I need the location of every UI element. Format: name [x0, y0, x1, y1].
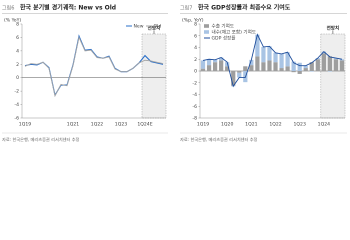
x-tick-label: 1Q21: [245, 122, 257, 128]
line: [24, 35, 164, 98]
bar: [309, 71, 314, 72]
x-tick-label: 1Q21: [67, 122, 79, 128]
y-tick-label: 6: [194, 33, 197, 39]
bar: [267, 60, 272, 71]
bar: [255, 34, 260, 57]
y-axis-label: (%p, YoY): [182, 18, 204, 24]
bar: [339, 59, 345, 61]
bar: [339, 60, 345, 71]
annotation: 전망치: [327, 25, 340, 32]
bar: [315, 58, 320, 60]
bar: [255, 56, 260, 71]
bar: [327, 71, 333, 72]
figure: 그림6 한국 분기별 경기궤적: New vs Old (% YoY) 전망치 -6 -4…: [2, 4, 347, 143]
chart-title: 한국 GDP성장률과 최종수요 기여도: [198, 4, 291, 12]
y-tick-label: 0: [16, 75, 19, 81]
legend-label: New: [134, 24, 144, 30]
x-tick-label: 1Q23: [115, 122, 127, 128]
bar: [279, 53, 284, 69]
forecast-area: [320, 33, 346, 119]
bar: [297, 62, 302, 71]
source: 자료: 한국은행, 메리츠증권 리서치센터 추정: [2, 136, 80, 143]
bar: [219, 57, 224, 61]
bar: [273, 62, 278, 71]
bar: [327, 56, 333, 71]
line: [202, 33, 343, 88]
bar: [285, 66, 290, 71]
y-tick-label: 8: [194, 22, 197, 28]
y-tick-label: -4: [192, 92, 197, 98]
y-tick-label: 6: [16, 35, 19, 41]
bar: [206, 59, 212, 66]
x-tick-label: 1Q22: [269, 122, 281, 128]
bar: [200, 60, 206, 69]
x-tick-label: 1Q22: [91, 122, 103, 128]
page: 그림6 한국 분기별 경기궤적: New vs Old (% YoY) 전망치 -6 -4…: [2, 3, 347, 143]
bar: [237, 72, 242, 78]
y-tick-label: -6: [192, 104, 197, 110]
bar: [219, 60, 224, 71]
legend-swatch: [204, 30, 209, 34]
bar: [243, 66, 248, 71]
source: 자료: 한국은행, 메리츠증권 리서치센터 추정: [180, 136, 258, 143]
y-tick-label: -4: [14, 102, 19, 108]
bar: [200, 68, 206, 71]
bar: [267, 46, 272, 61]
legend-label: 내수(재고 포함) 기여도: [212, 29, 257, 36]
bar: [261, 46, 266, 63]
y-tick-label: -2: [192, 80, 197, 86]
bar: [291, 61, 296, 71]
y-tick-label: 4: [16, 48, 19, 54]
y-tick-label: 4: [194, 45, 197, 51]
y-tick-label: 8: [16, 22, 19, 28]
y-tick-label: 2: [16, 62, 19, 68]
bar: [291, 71, 296, 73]
bar: [231, 71, 236, 86]
bar: [249, 65, 254, 71]
bar: [321, 51, 326, 54]
annotation: 전망치: [148, 25, 161, 32]
bar: [212, 62, 218, 71]
x-tick-label: 1Q20: [221, 122, 233, 128]
bar: [333, 59, 339, 71]
bar: [273, 52, 278, 63]
chart-title: 한국 분기별 경기궤적: New vs Old: [20, 4, 116, 12]
legend-swatch: [204, 24, 209, 28]
bar: [315, 59, 320, 71]
y-tick-label: -8: [192, 116, 197, 122]
figure-label: 그림7: [180, 5, 192, 12]
bar: [297, 71, 302, 74]
y-axis-label: (% YoY): [4, 18, 21, 24]
legend-label: Old: [154, 24, 162, 30]
legend-label: 수출 기여도: [212, 23, 235, 30]
bar: [321, 53, 326, 71]
bar: [309, 62, 314, 71]
y-tick-label: 0: [194, 69, 197, 75]
bar: [261, 62, 266, 71]
bar: [303, 68, 308, 71]
bar: [279, 68, 284, 71]
figure-label: 그림6: [2, 5, 14, 12]
x-tick-label: 1Q24: [318, 122, 330, 128]
x-tick-label: 1Q19: [19, 122, 31, 128]
y-tick-label: 2: [194, 57, 197, 63]
y-tick-label: -6: [14, 116, 19, 122]
bar: [333, 58, 339, 60]
bar: [206, 65, 212, 71]
bar: [225, 62, 230, 67]
bar: [237, 71, 242, 73]
bar: [249, 59, 254, 66]
bar: [225, 66, 230, 71]
bar: [285, 52, 290, 67]
bar: [212, 59, 218, 63]
x-tick-label: 1Q19: [197, 122, 209, 128]
bar: [303, 65, 308, 69]
x-tick-label: 1Q23: [293, 122, 305, 128]
x-tick-label: 1Q24E: [137, 122, 152, 128]
legend-label: GDP 성장률: [212, 35, 236, 42]
forecast-area: [141, 33, 167, 119]
y-tick-label: -2: [14, 89, 19, 95]
